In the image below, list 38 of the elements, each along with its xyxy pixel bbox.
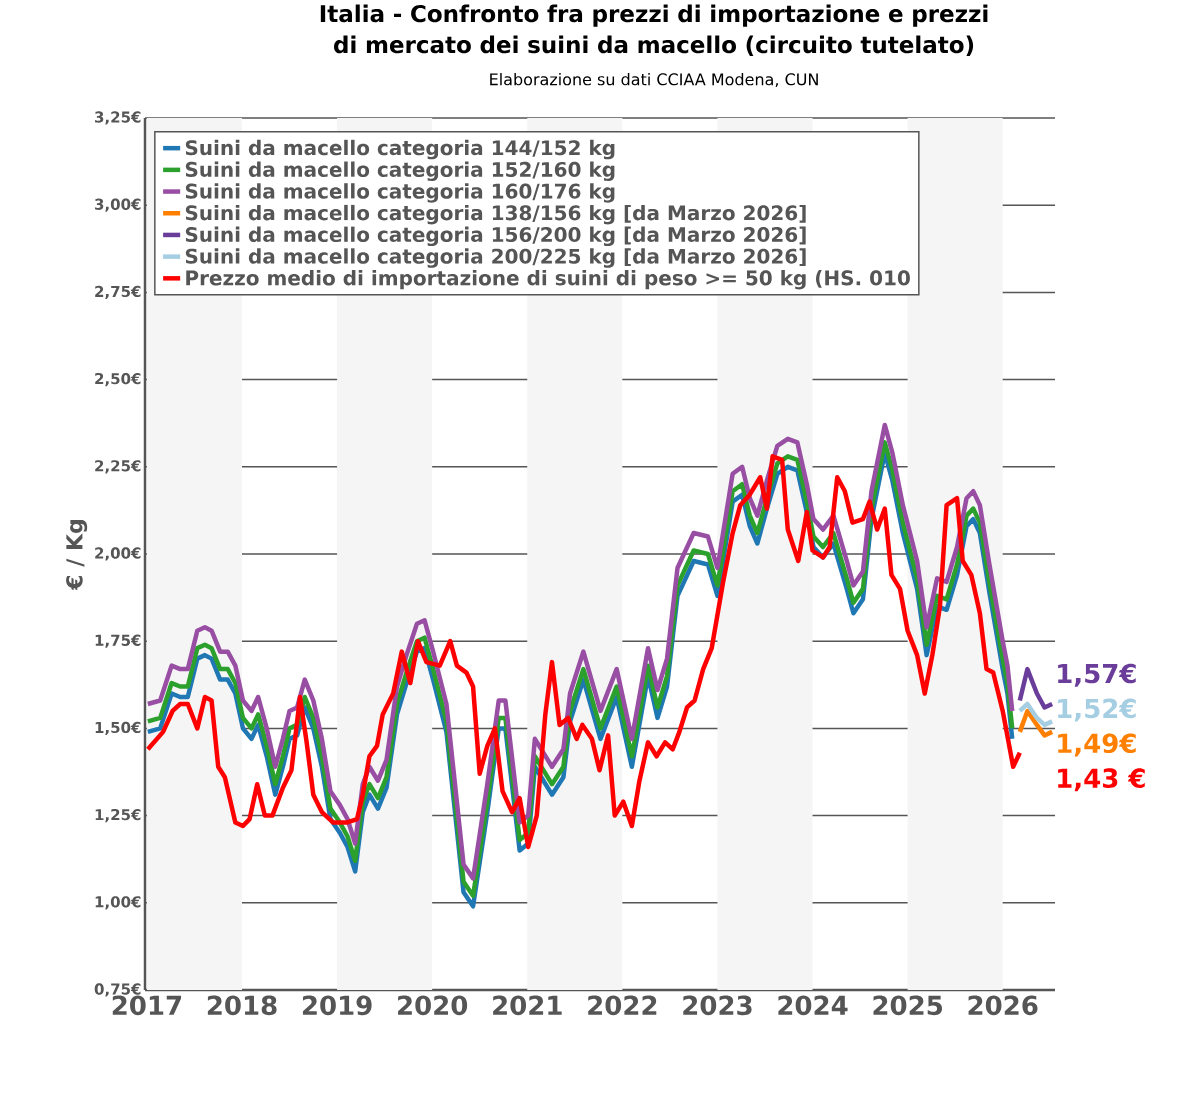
data-label: 1,43 € (1058, 768, 1145, 792)
y-tick-label: 2,50€ (95, 372, 141, 387)
data-label: 1,52€ (1058, 698, 1136, 722)
y-axis-title: € / Kg (66, 520, 88, 591)
x-tick-label: 2018 (207, 995, 277, 1016)
chart-title: Italia - Confronto fra prezzi di importazione e prezzi di mercato dei suini da macello (circuito tutelato) (320, 4, 988, 57)
x-tick-label: 2019 (302, 995, 372, 1016)
y-tick-label: 1,50€ (95, 721, 141, 736)
legend-label: Suini da macello categoria 156/200 kg [da Marzo 2026] (185, 226, 806, 247)
line-series (1017, 666, 1055, 710)
y-tick-label: 3,25€ (95, 111, 141, 125)
y-tick-label: 3,00€ (95, 198, 141, 212)
line-series (1017, 708, 1055, 738)
x-tick-label: 2025 (873, 995, 942, 1016)
line-series (1017, 701, 1055, 728)
x-tick-label: 2024 (778, 995, 848, 1016)
y-tick-label: 0,75€ (94, 983, 141, 997)
x-tick-label: 2022 (588, 995, 657, 1016)
legend-label: Suini da macello categoria 200/225 kg [da Marzo 2026] (185, 248, 806, 268)
y-tick-label: 1,25€ (95, 808, 141, 823)
legend-label: Suini da macello categoria 138/156 kg [da Marzo 2026] (185, 204, 806, 225)
y-tick-label: 2,00€ (95, 547, 141, 561)
x-tick-label: 2020 (398, 995, 468, 1016)
x-tick-label: 2017 (112, 995, 182, 1016)
legend-label: Suini da macello categoria 144/152 kg (185, 139, 615, 160)
x-tick-label: 2026 (968, 995, 1038, 1016)
x-tick-label: 2021 (493, 995, 562, 1016)
y-tick-label: 1,75€ (95, 634, 141, 648)
chart-subtitle: Elaborazione su dati CCIAA Modena, CUN (490, 72, 818, 87)
x-tick-label: 2023 (683, 995, 752, 1016)
y-tick-label: 2,75€ (95, 285, 141, 300)
legend-label: Prezzo medio di importazione di suini di peso >= 50 kg (HS. 010 (186, 269, 910, 290)
y-tick-label: 1,00€ (95, 896, 141, 910)
legend-label: Suini da macello categoria 160/176 kg (185, 183, 615, 203)
legend-label: Suini da macello categoria 152/160 kg (185, 161, 615, 182)
data-label: 1,49€ (1058, 733, 1136, 757)
data-label: 1,57€ (1058, 663, 1136, 687)
y-tick-label: 2,25€ (95, 460, 141, 474)
